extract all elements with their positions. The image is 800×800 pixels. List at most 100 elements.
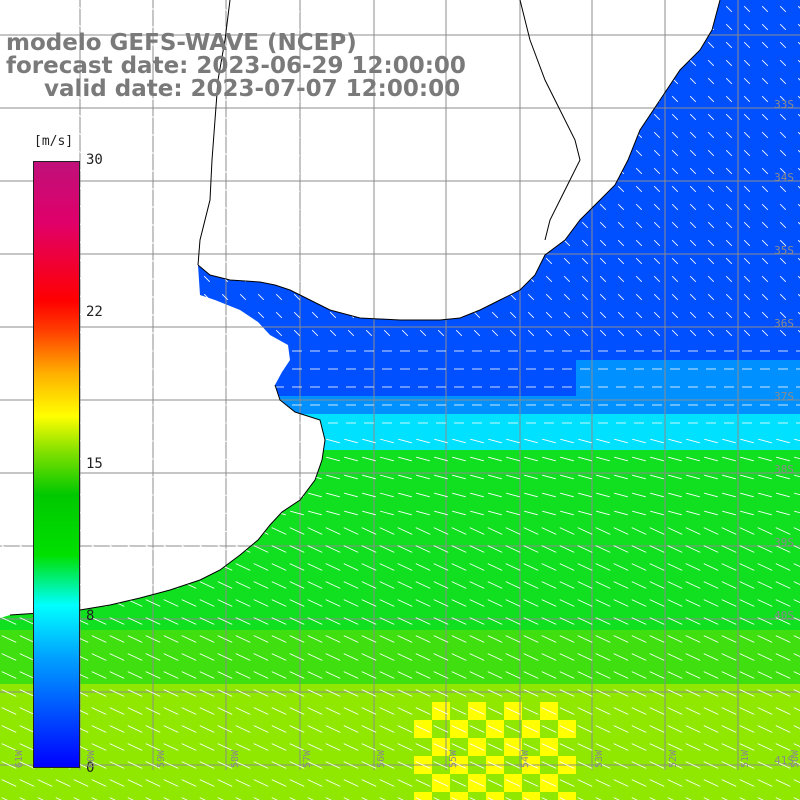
wind-arrow	[185, 311, 193, 319]
wind-arrow	[721, 779, 737, 787]
wind-arrow	[95, 221, 103, 229]
wind-arrow	[110, 474, 124, 480]
wind-arrow	[217, 599, 233, 607]
wind-arrow	[239, 185, 247, 193]
wind-arrow	[793, 689, 800, 693]
wind-arrow	[253, 635, 269, 643]
wind-arrow	[236, 474, 250, 480]
wind-arrow	[95, 23, 103, 31]
wind-arrow	[668, 456, 682, 462]
wind-arrow	[707, 257, 715, 265]
wind-arrow	[541, 527, 557, 535]
wind-arrow	[739, 635, 755, 643]
wind-arrow	[473, 167, 481, 175]
wind-arrow	[77, 149, 85, 157]
wind-arrow	[775, 689, 791, 697]
wind-arrow	[19, 707, 35, 715]
wind-arrow	[437, 221, 445, 229]
wind-arrow	[401, 221, 409, 229]
wind-arrow	[617, 203, 625, 211]
wind-arrow	[545, 59, 553, 67]
wind-arrow	[523, 797, 530, 800]
wind-arrow	[307, 563, 323, 571]
wind-arrow	[707, 311, 715, 319]
wind-cell	[792, 648, 800, 666]
wind-arrow	[311, 239, 319, 247]
wind-arrow	[253, 671, 269, 679]
wind-arrow	[779, 149, 787, 157]
wind-arrow	[506, 510, 520, 516]
wind-arrow	[545, 95, 553, 103]
wind-arrow	[347, 77, 355, 85]
wind-arrow	[185, 203, 193, 211]
wind-arrow	[199, 527, 215, 535]
wind-arrow	[523, 689, 539, 697]
wind-arrow	[149, 77, 157, 85]
wind-arrow	[290, 474, 304, 480]
wind-arrow	[203, 185, 211, 193]
wind-arrow	[793, 599, 800, 603]
wind-arrow	[77, 23, 85, 31]
wind-arrow	[235, 653, 251, 661]
wind-arrow	[578, 474, 592, 480]
wind-arrow	[109, 743, 125, 751]
wind-cell	[252, 792, 270, 800]
wind-arrow	[455, 257, 463, 265]
wind-arrow	[527, 293, 535, 301]
wind-arrow	[275, 23, 283, 31]
wind-arrow	[599, 329, 607, 337]
wind-arrow	[685, 545, 701, 553]
wind-arrow	[779, 239, 787, 247]
wind-arrow	[1, 743, 17, 751]
wind-arrow	[401, 23, 409, 31]
wind-arrow	[347, 23, 355, 31]
wind-arrow	[203, 257, 211, 265]
wind-arrow	[91, 599, 107, 607]
wind-arrow	[797, 311, 800, 315]
wind-arrow	[545, 5, 553, 13]
wind-arrow	[671, 167, 679, 175]
wind-arrow	[290, 492, 304, 498]
wind-arrow	[599, 311, 607, 319]
wind-arrow	[383, 185, 391, 193]
wind-arrow	[631, 779, 647, 787]
wind-arrow	[455, 59, 463, 67]
wind-arrow	[739, 707, 755, 715]
wind-arrow	[689, 167, 697, 175]
wind-arrow	[1, 797, 8, 800]
wind-arrow	[491, 23, 499, 31]
wind-arrow	[617, 293, 625, 301]
wind-arrow	[185, 221, 193, 229]
wind-arrow	[527, 311, 535, 319]
wind-arrow	[5, 329, 13, 337]
wind-arrow	[113, 275, 121, 283]
wind-arrow	[397, 671, 413, 679]
wind-arrow	[577, 671, 593, 679]
wind-arrow	[707, 239, 715, 247]
wind-arrow	[127, 545, 143, 553]
wind-arrow	[95, 167, 103, 175]
wind-arrow	[653, 59, 661, 67]
wind-arrow	[329, 5, 337, 13]
wind-arrow	[19, 797, 26, 800]
wind-arrow	[131, 41, 139, 49]
wind-arrow	[311, 5, 319, 13]
wind-arrow	[239, 293, 247, 301]
wind-arrow	[200, 438, 214, 444]
wind-cell	[792, 36, 800, 54]
wind-arrow	[347, 167, 355, 175]
wind-arrow	[199, 635, 215, 643]
wind-arrow	[271, 689, 287, 697]
wind-arrow	[397, 743, 413, 751]
wind-arrow	[343, 635, 359, 643]
longitude-label: 54W	[520, 749, 531, 768]
wind-arrow	[563, 239, 571, 247]
wind-arrow	[653, 221, 661, 229]
wind-arrow	[797, 41, 800, 45]
wind-arrow	[761, 113, 769, 121]
wind-cell	[18, 792, 36, 800]
wind-arrow	[613, 725, 629, 733]
wind-arrow	[271, 653, 287, 661]
wind-arrow	[577, 617, 593, 625]
wind-arrow	[487, 635, 503, 643]
